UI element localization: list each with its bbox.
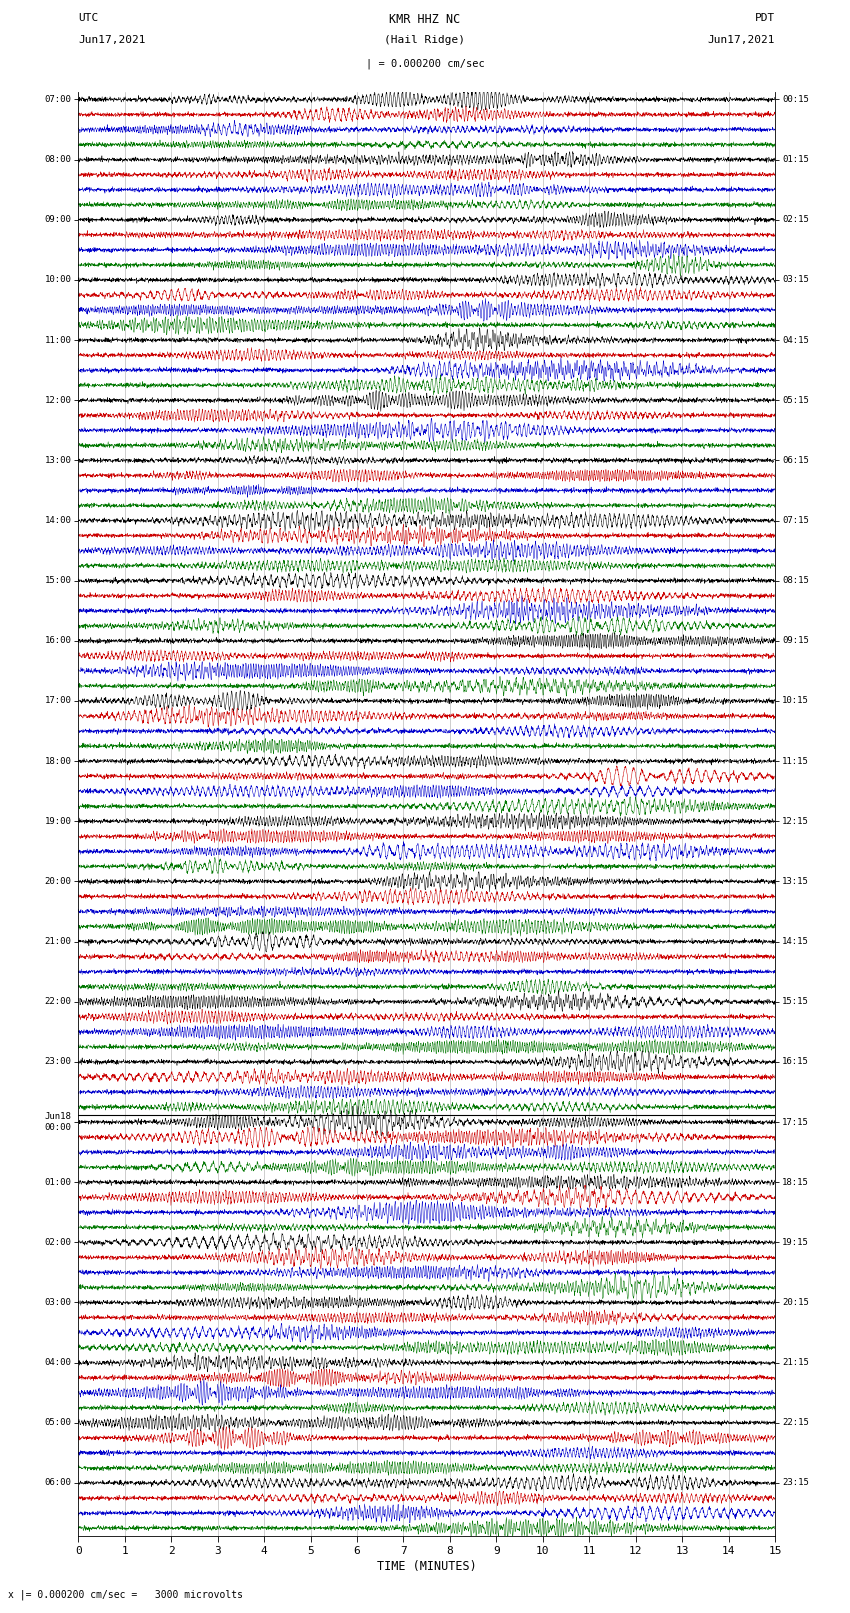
X-axis label: TIME (MINUTES): TIME (MINUTES) (377, 1560, 477, 1573)
Text: x |= 0.000200 cm/sec =   3000 microvolts: x |= 0.000200 cm/sec = 3000 microvolts (8, 1589, 243, 1600)
Text: UTC: UTC (78, 13, 99, 23)
Text: Jun17,2021: Jun17,2021 (708, 35, 775, 45)
Text: KMR HHZ NC: KMR HHZ NC (389, 13, 461, 26)
Text: PDT: PDT (755, 13, 775, 23)
Text: | = 0.000200 cm/sec: | = 0.000200 cm/sec (366, 58, 484, 69)
Text: Jun17,2021: Jun17,2021 (78, 35, 145, 45)
Text: (Hail Ridge): (Hail Ridge) (384, 35, 466, 45)
